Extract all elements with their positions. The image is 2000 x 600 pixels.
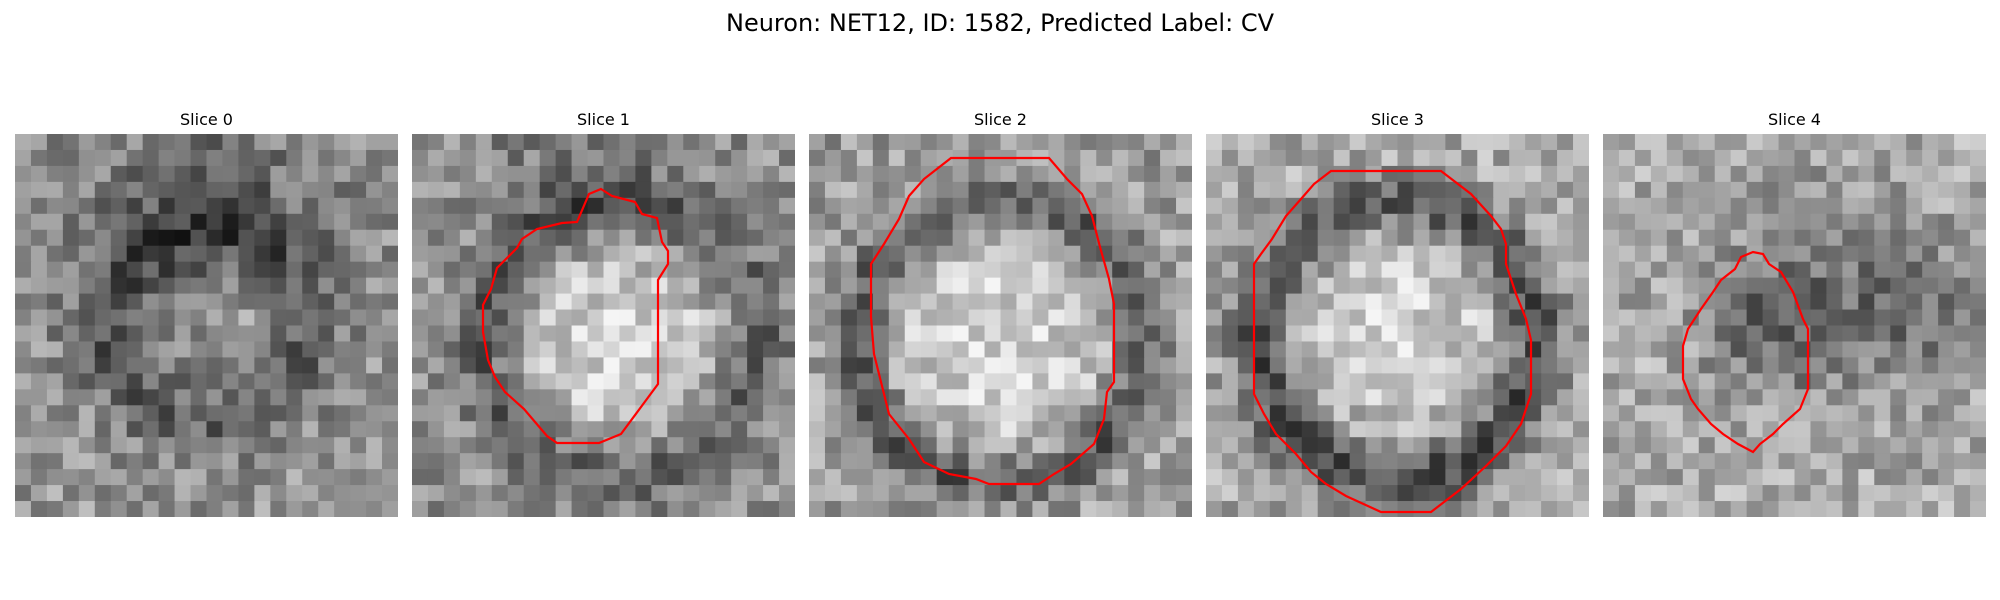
slice-title: Slice 3: [1371, 110, 1424, 129]
pixel-grid: [412, 134, 795, 517]
slice-title: Slice 2: [974, 110, 1027, 129]
pixel-grid: [1206, 134, 1589, 517]
slice-image: [15, 134, 398, 517]
cell-contour: [1681, 250, 1810, 454]
pixel-grid: [1603, 134, 1986, 517]
slice-image: [1603, 134, 1986, 517]
slice-title: Slice 0: [180, 110, 233, 129]
pixel-grid: [809, 134, 1192, 517]
figure-title: Neuron: NET12, ID: 1582, Predicted Label…: [726, 9, 1274, 37]
slice-title: Slice 1: [577, 110, 630, 129]
pixel-grid: [15, 134, 398, 517]
slice-title: Slice 4: [1768, 110, 1821, 129]
cell-contour: [481, 187, 670, 445]
slice-image: [809, 134, 1192, 517]
slice-image: [412, 134, 795, 517]
cell-contour: [1252, 169, 1533, 514]
cell-contour: [869, 156, 1116, 486]
slice-image: [1206, 134, 1589, 517]
